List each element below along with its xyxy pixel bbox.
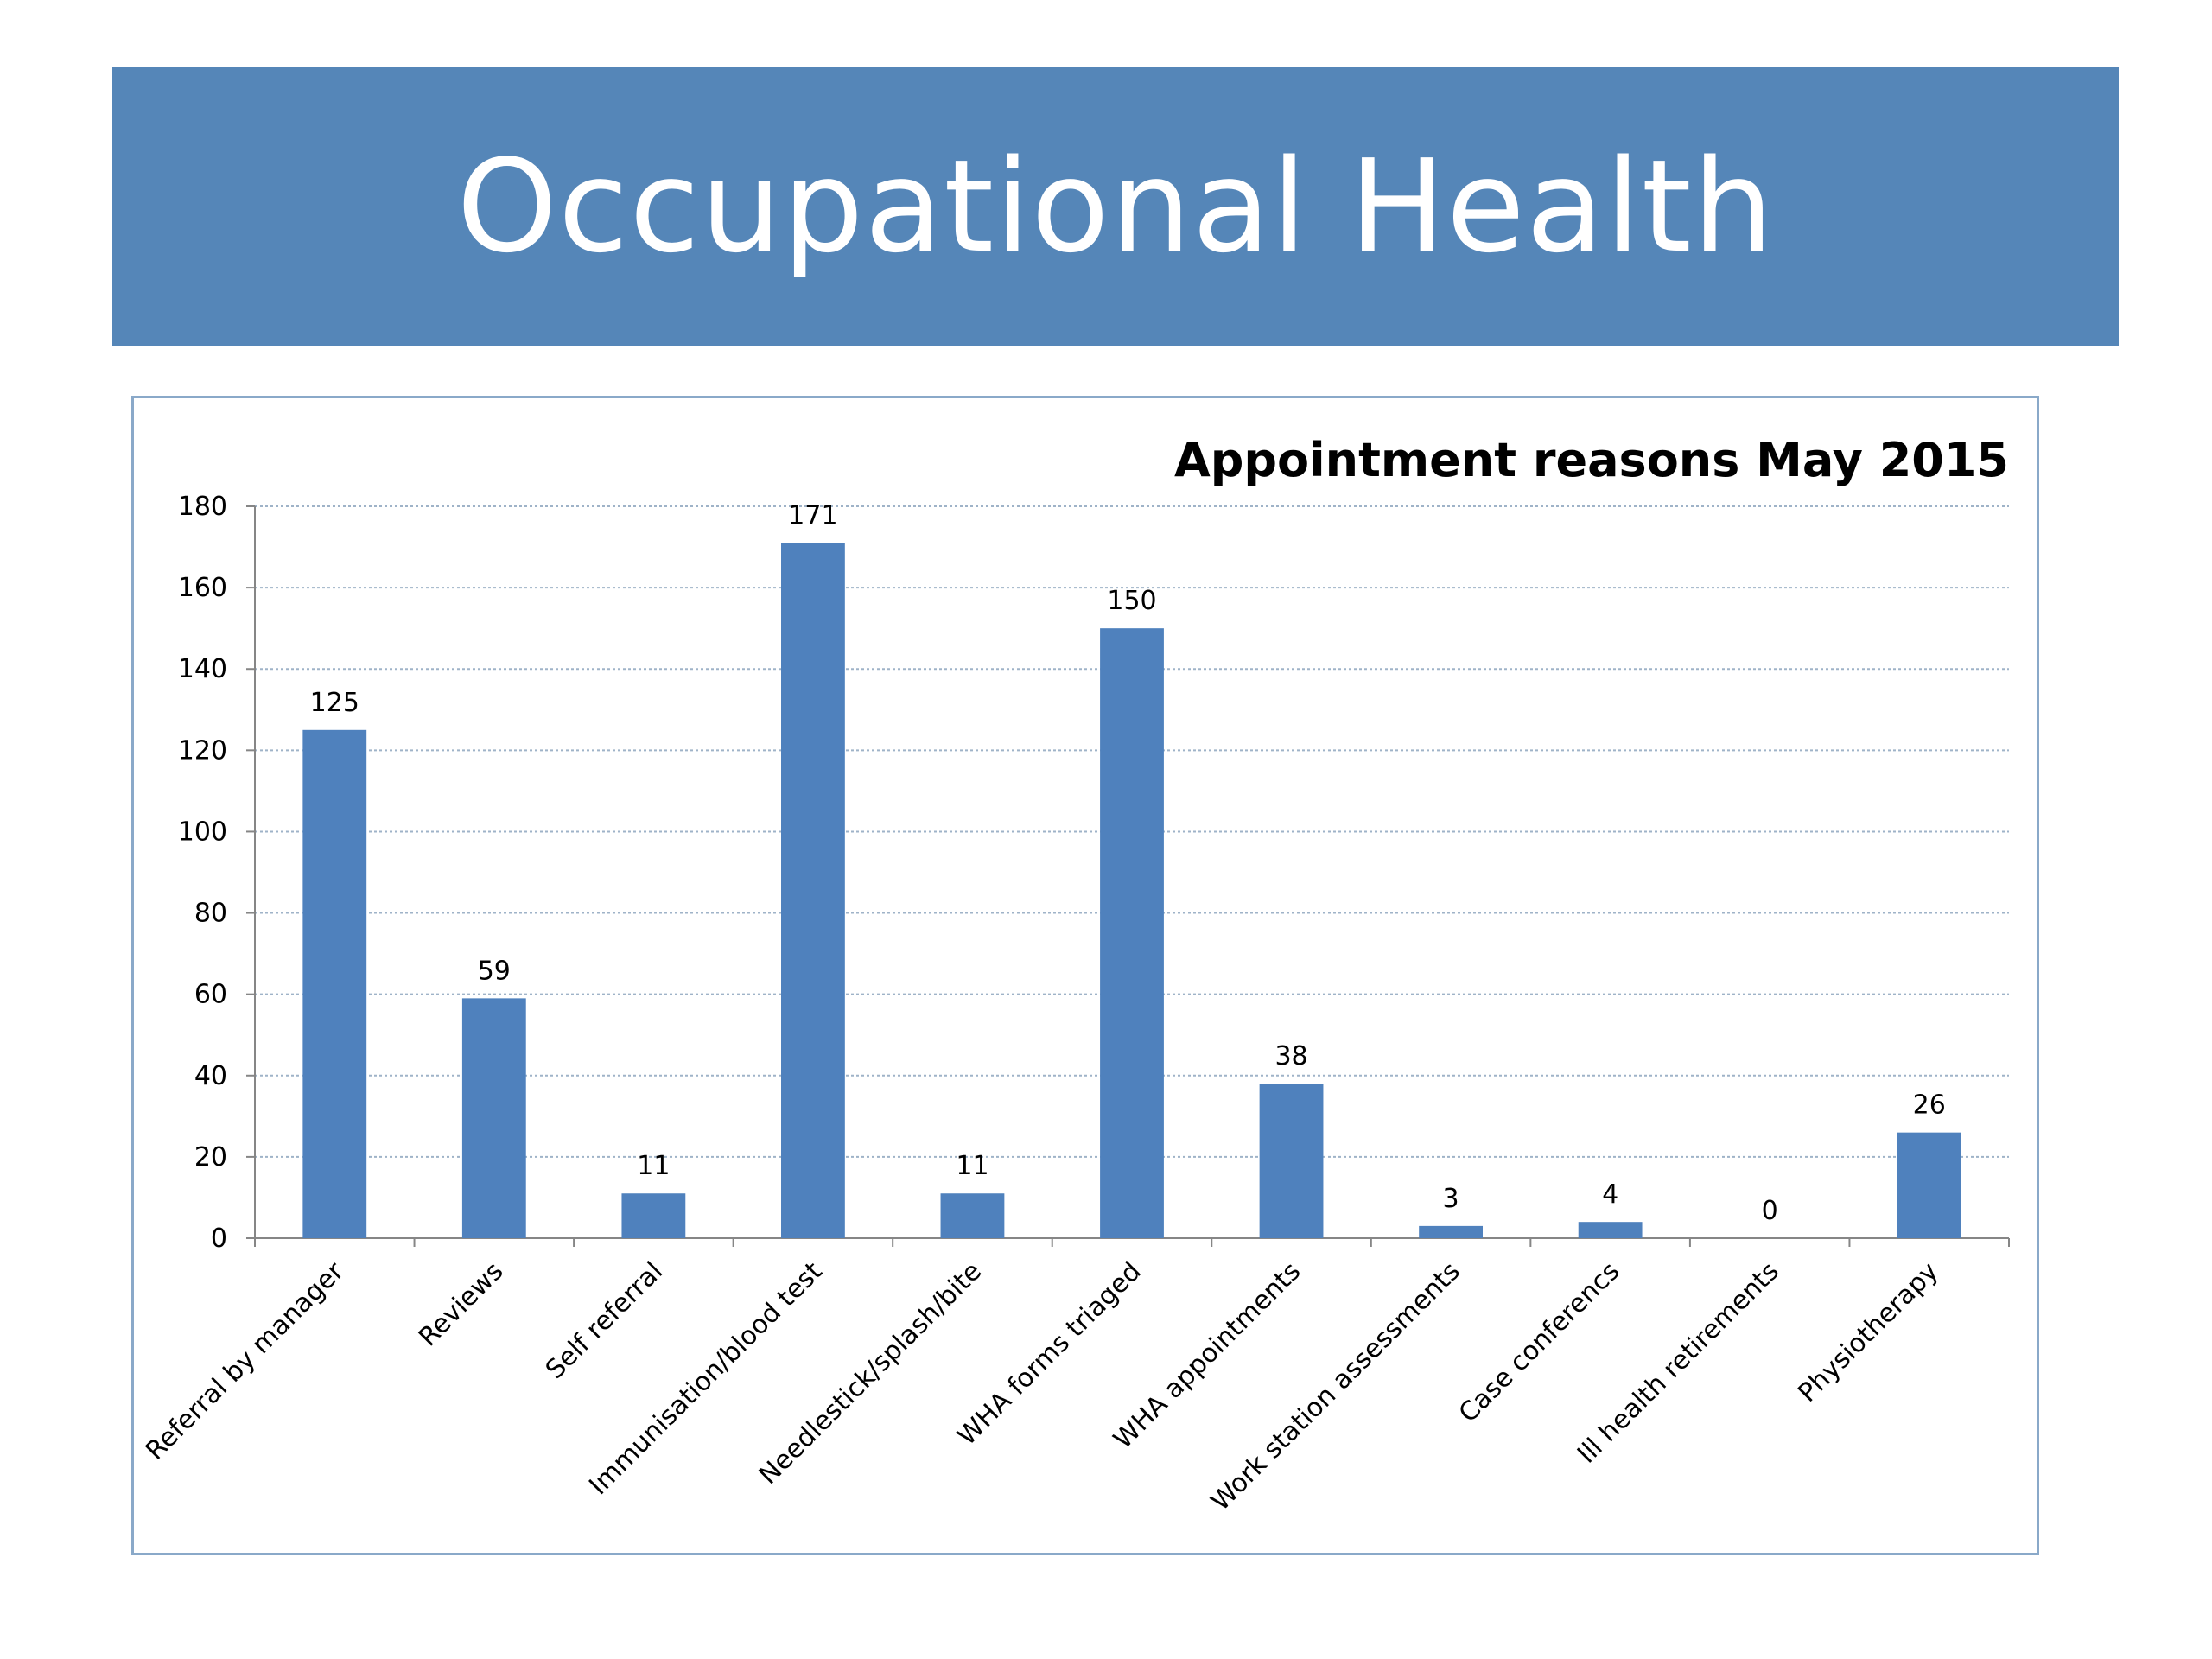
bar — [302, 729, 367, 1238]
y-tick-label: 100 — [178, 817, 227, 847]
category-label: Case conferencs — [1453, 1256, 1625, 1428]
data-label: 125 — [310, 688, 359, 718]
category-label: Physiotherapy — [1792, 1256, 1944, 1408]
y-tick-label: 0 — [211, 1224, 227, 1254]
bar — [1578, 1222, 1643, 1238]
y-tick-label: 120 — [178, 735, 227, 766]
category-label: Reviews — [413, 1256, 509, 1352]
data-label: 0 — [1762, 1196, 1778, 1226]
bar — [1100, 628, 1164, 1238]
y-tick-label: 20 — [194, 1142, 227, 1173]
y-tick-label: 60 — [194, 980, 227, 1010]
y-tick-label: 180 — [178, 492, 227, 522]
category-label: WHA forms triaged — [952, 1256, 1147, 1452]
bar — [1259, 1084, 1324, 1238]
data-label: 171 — [788, 500, 837, 531]
bar-chart: Appointment reasons May 2015 02040608010… — [140, 433, 2010, 1517]
data-label: 11 — [637, 1151, 670, 1181]
data-label: 4 — [1602, 1179, 1618, 1210]
data-label: 59 — [478, 956, 511, 986]
bar — [940, 1193, 1005, 1238]
data-label: 11 — [956, 1151, 988, 1181]
bar — [1897, 1132, 1961, 1238]
y-tick-label: 140 — [178, 654, 227, 684]
data-label: 26 — [1913, 1090, 1946, 1121]
chart-frame: Appointment reasons May 2015 0 20 40 60 80 10… — [131, 396, 2039, 1555]
category-label: Work station assessments — [1205, 1256, 1466, 1517]
data-label: 38 — [1274, 1041, 1307, 1071]
title-banner: Occupational Health — [112, 67, 2119, 346]
data-label: 3 — [1443, 1184, 1459, 1214]
category-label: Referral by manager — [140, 1255, 350, 1465]
bar — [781, 543, 845, 1238]
y-tick-label: 80 — [194, 899, 227, 929]
chart-title: Appointment reasons May 2015 — [1174, 433, 2009, 487]
bar — [1419, 1225, 1483, 1238]
y-tick-label: 40 — [194, 1061, 227, 1091]
y-tick-label: 160 — [178, 573, 227, 603]
slide-title: Occupational Health — [456, 132, 1775, 281]
bar — [461, 998, 526, 1238]
data-label: 150 — [1107, 586, 1156, 616]
bar — [621, 1193, 686, 1238]
category-label: Self referral — [540, 1256, 669, 1385]
